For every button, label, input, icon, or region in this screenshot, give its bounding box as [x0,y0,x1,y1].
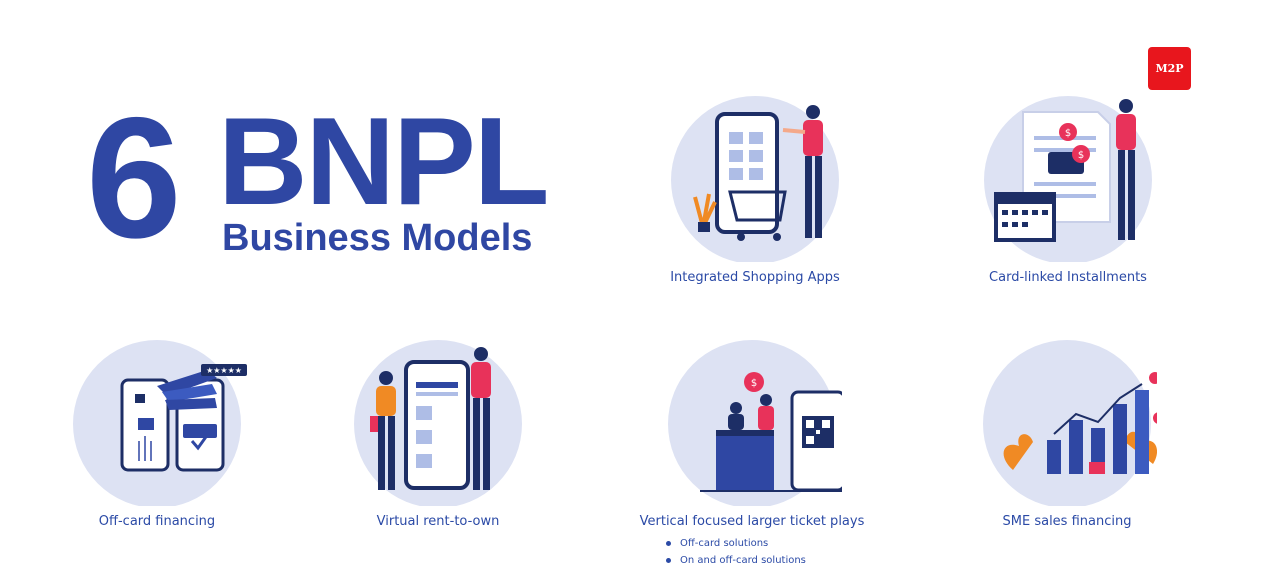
model-label: Off-card financing [27,514,287,529]
bullet-list: Off-card solutions On and off-card solut… [666,535,882,569]
title-number: 6 [86,92,178,264]
model-card-shopping-apps: Integrated Shopping Apps [625,92,885,285]
card-installments-illustration: $ $ [978,92,1158,262]
model-label: Integrated Shopping Apps [625,270,885,285]
bullet-item: Off-card solutions [666,535,882,552]
model-label: SME sales financing [937,514,1197,529]
sme-financing-illustration [977,336,1157,506]
model-card-off-card-financing: ★★★★★ Off-card financing [27,336,287,529]
rent-to-own-illustration [348,336,528,506]
title-main: BNPL [218,100,548,224]
model-label: Card-linked Installments [938,270,1198,285]
shopping-app-illustration [665,92,845,262]
bullet-item: On and off-card solutions [666,552,882,569]
model-card-card-installments: $ $ Card-linked Installments [938,92,1198,285]
larger-ticket-illustration: $ [662,336,842,506]
svg-text:$: $ [751,378,757,389]
m2p-logo: M2P [1148,47,1191,90]
model-card-rent-to-own: Virtual rent-to-own [308,336,568,529]
model-card-larger-ticket: $ Vertical focused larger ticket plays O… [622,336,882,569]
title-subtitle: Business Models [222,219,532,257]
svg-text:★★★★★: ★★★★★ [206,366,242,375]
model-label: Virtual rent-to-own [308,514,568,529]
model-card-sme-financing: SME sales financing [937,336,1197,529]
svg-text:$: $ [1065,128,1071,139]
svg-text:$: $ [1078,150,1084,161]
off-card-financing-illustration: ★★★★★ [67,336,247,506]
model-label: Vertical focused larger ticket plays [622,514,882,529]
